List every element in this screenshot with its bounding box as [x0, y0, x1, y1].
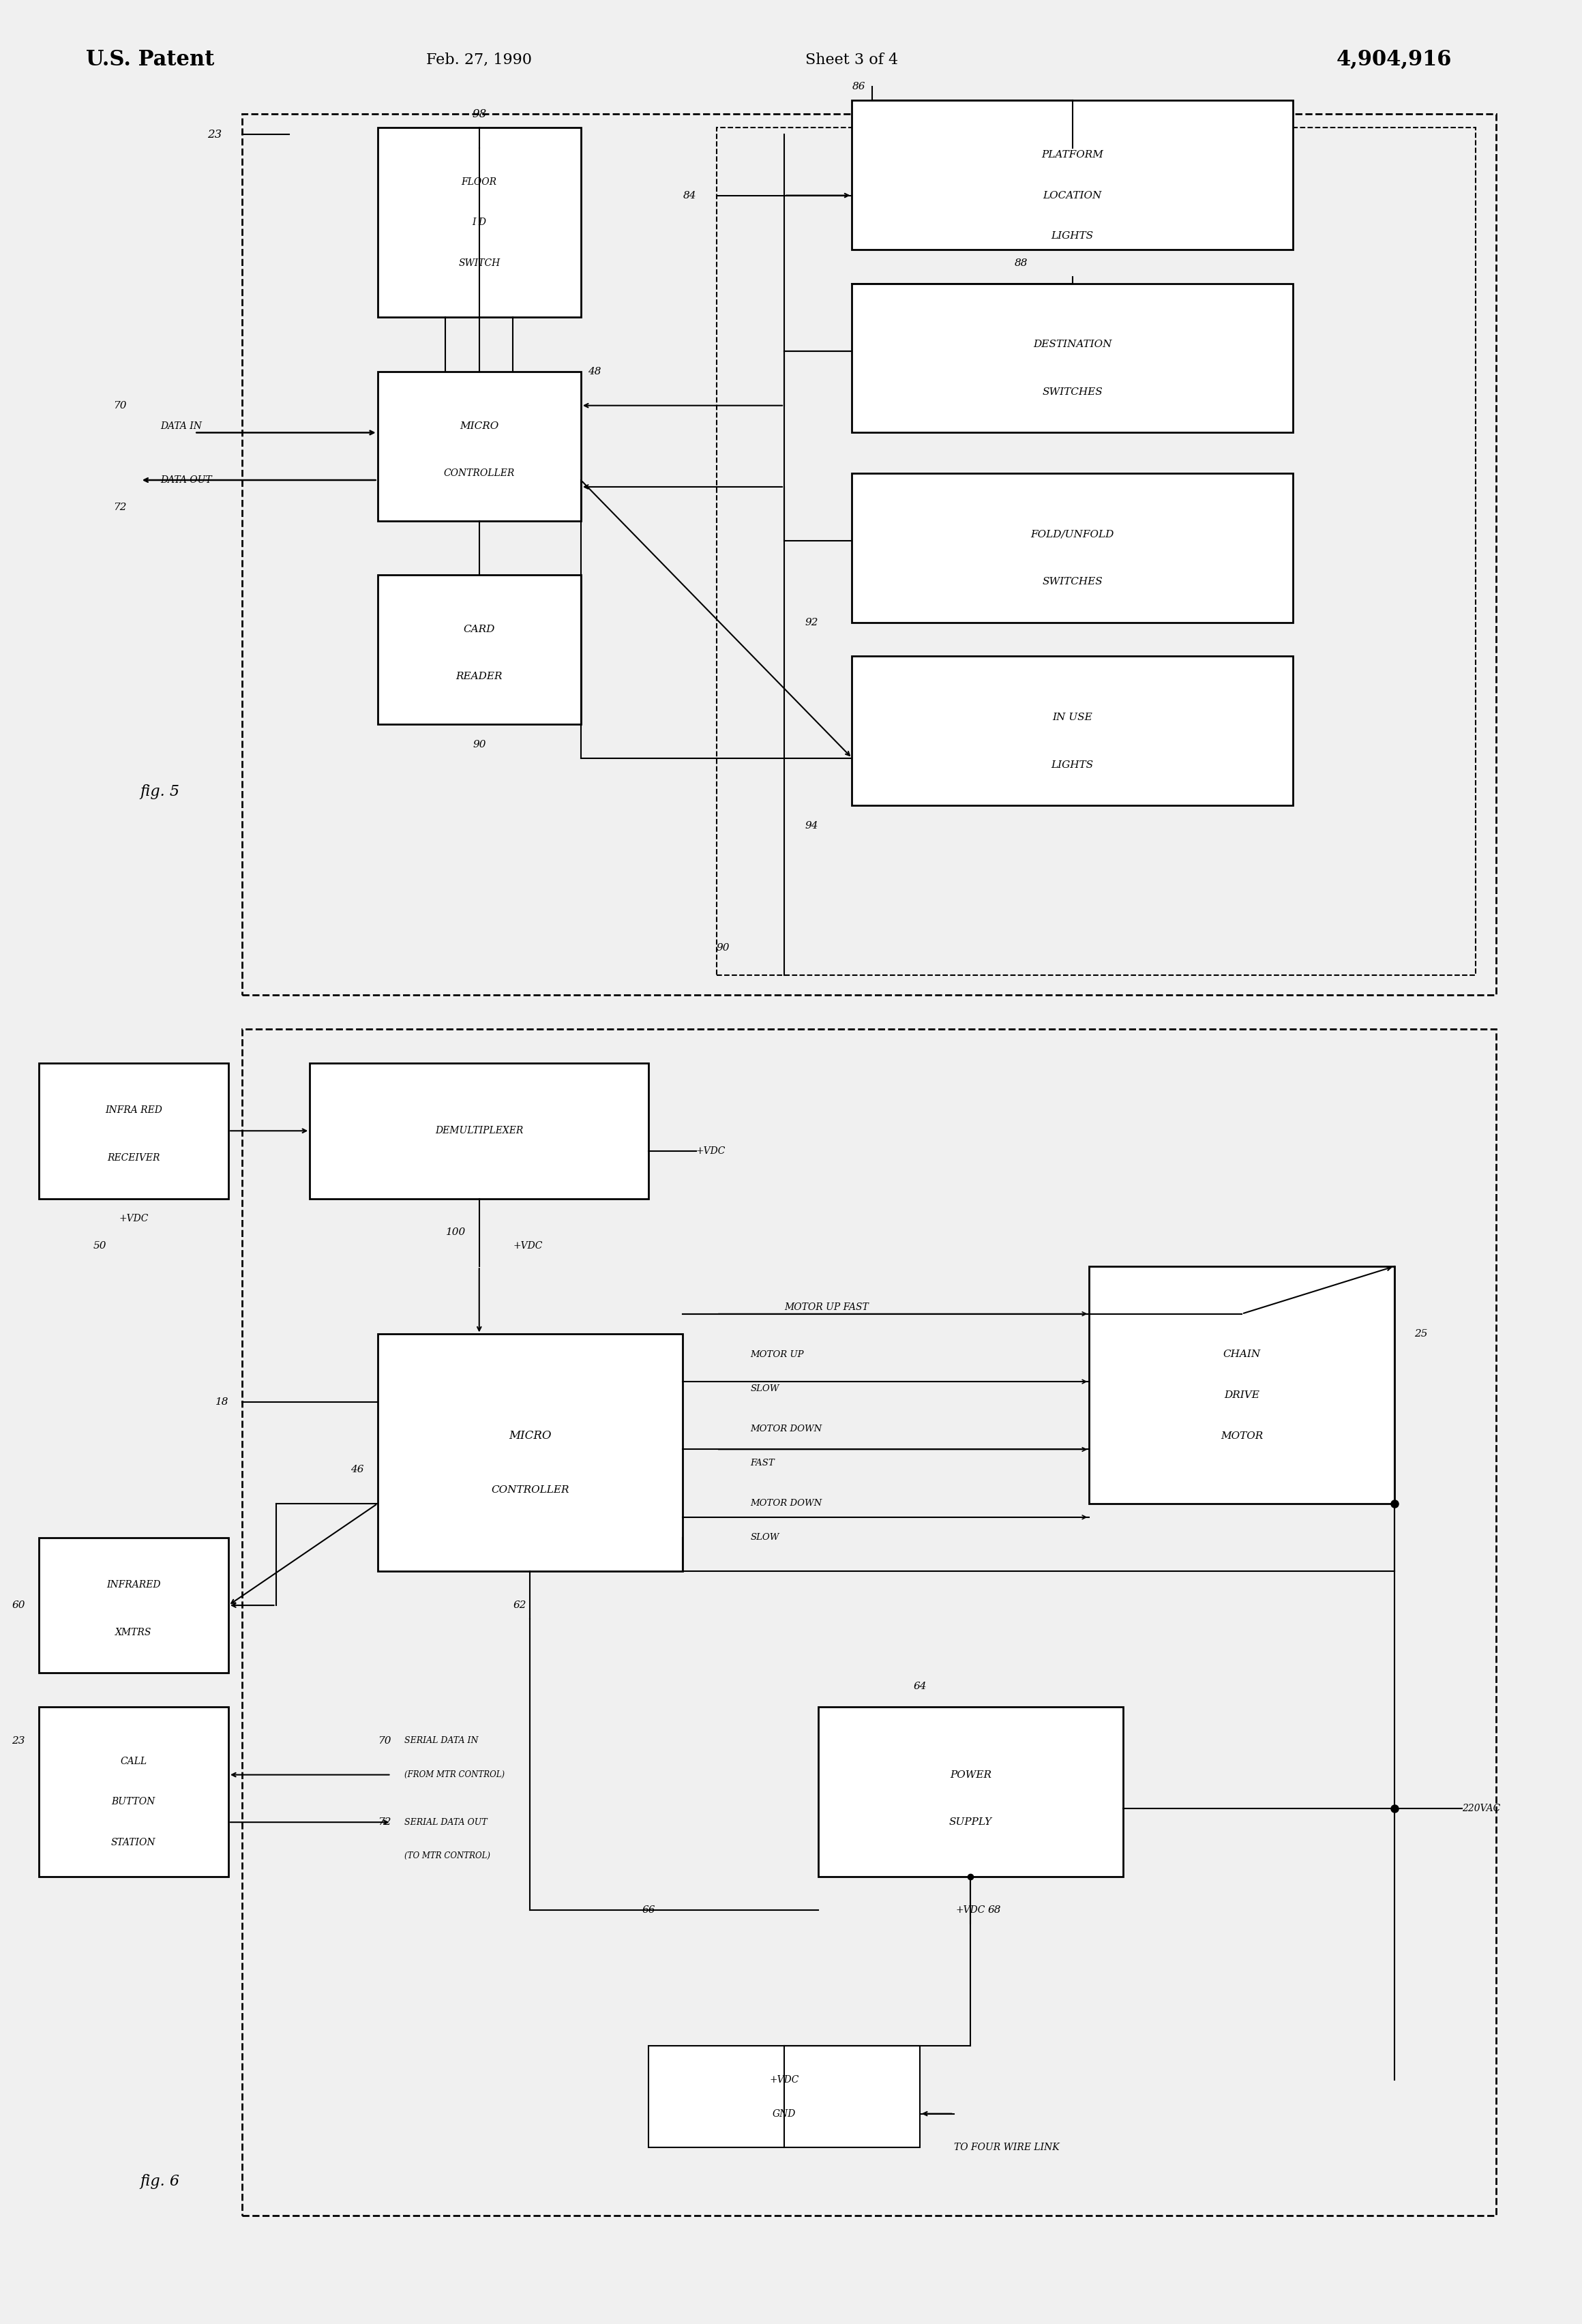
Text: 60: 60	[11, 1601, 25, 1611]
Text: 23: 23	[11, 1736, 25, 1745]
Text: (TO MTR CONTROL): (TO MTR CONTROL)	[405, 1852, 490, 1862]
Text: 90: 90	[473, 739, 486, 748]
Text: +VDC: +VDC	[769, 2075, 799, 2085]
Text: STATION: STATION	[111, 1838, 157, 1848]
Text: LIGHTS: LIGHTS	[1050, 232, 1093, 242]
Text: DESTINATION: DESTINATION	[1033, 339, 1112, 349]
Text: TO FOUR WIRE LINK: TO FOUR WIRE LINK	[954, 2143, 1058, 2152]
Text: MOTOR UP: MOTOR UP	[750, 1350, 804, 1360]
Text: fig. 5: fig. 5	[141, 786, 180, 799]
Text: POWER: POWER	[949, 1771, 992, 1780]
Text: LIGHTS: LIGHTS	[1050, 760, 1093, 769]
FancyBboxPatch shape	[378, 128, 581, 318]
FancyBboxPatch shape	[38, 1538, 228, 1673]
Text: 70: 70	[114, 400, 127, 411]
Text: 90: 90	[717, 944, 729, 953]
Text: 92: 92	[805, 618, 818, 627]
FancyBboxPatch shape	[853, 284, 1292, 432]
Text: SERIAL DATA IN: SERIAL DATA IN	[405, 1736, 479, 1745]
FancyBboxPatch shape	[649, 2045, 919, 2147]
Text: +VDC: +VDC	[119, 1213, 149, 1225]
Text: 84: 84	[683, 191, 696, 200]
FancyBboxPatch shape	[853, 655, 1292, 806]
Text: MOTOR DOWN: MOTOR DOWN	[750, 1499, 823, 1508]
Text: SLOW: SLOW	[750, 1534, 780, 1541]
Text: 86: 86	[853, 81, 865, 91]
FancyBboxPatch shape	[38, 1062, 228, 1199]
Text: FOLD/UNFOLD: FOLD/UNFOLD	[1030, 530, 1114, 539]
Text: LOCATION: LOCATION	[1043, 191, 1101, 200]
Text: 68: 68	[987, 1906, 1001, 1915]
Text: 72: 72	[378, 1817, 391, 1827]
Text: +VDC: +VDC	[513, 1241, 543, 1250]
Text: CHAIN: CHAIN	[1223, 1350, 1261, 1360]
Text: 100: 100	[446, 1227, 465, 1236]
Text: 72: 72	[114, 502, 127, 511]
Text: 25: 25	[1414, 1329, 1429, 1339]
Text: U.S. Patent: U.S. Patent	[85, 49, 215, 70]
Text: fig. 6: fig. 6	[141, 2173, 180, 2189]
FancyBboxPatch shape	[853, 100, 1292, 249]
FancyBboxPatch shape	[818, 1708, 1123, 1875]
Text: 4,904,916: 4,904,916	[1337, 49, 1452, 70]
Text: I D: I D	[471, 218, 486, 228]
Text: 66: 66	[642, 1906, 655, 1915]
Text: 48: 48	[589, 367, 601, 376]
Text: 64: 64	[913, 1683, 927, 1692]
Text: 62: 62	[513, 1601, 527, 1611]
Text: 220VAC: 220VAC	[1462, 1803, 1500, 1813]
Text: RECEIVER: RECEIVER	[108, 1153, 160, 1162]
Text: 88: 88	[1014, 258, 1028, 267]
FancyBboxPatch shape	[378, 1334, 682, 1571]
Text: DEMULTIPLEXER: DEMULTIPLEXER	[435, 1127, 524, 1136]
Text: Feb. 27, 1990: Feb. 27, 1990	[427, 53, 532, 67]
Text: BUTTON: BUTTON	[112, 1796, 155, 1806]
Text: 50: 50	[93, 1241, 106, 1250]
Text: 46: 46	[351, 1464, 364, 1473]
Text: PLATFORM: PLATFORM	[1041, 151, 1103, 160]
FancyBboxPatch shape	[853, 474, 1292, 623]
Text: READER: READER	[456, 672, 503, 681]
Text: CARD: CARD	[464, 625, 495, 634]
Text: Sheet 3 of 4: Sheet 3 of 4	[805, 53, 899, 67]
Text: IN USE: IN USE	[1052, 713, 1092, 723]
Text: CALL: CALL	[120, 1757, 147, 1766]
Text: DRIVE: DRIVE	[1224, 1390, 1259, 1399]
Text: SWITCHES: SWITCHES	[1043, 388, 1103, 397]
Text: 94: 94	[805, 820, 818, 830]
Text: CONTROLLER: CONTROLLER	[443, 469, 514, 479]
Text: SWITCH: SWITCH	[459, 258, 500, 267]
Text: MOTOR UP FAST: MOTOR UP FAST	[785, 1301, 869, 1311]
Text: 23: 23	[207, 128, 221, 139]
Text: FAST: FAST	[750, 1459, 775, 1466]
Text: (FROM MTR CONTROL): (FROM MTR CONTROL)	[405, 1771, 505, 1780]
Text: SUPPLY: SUPPLY	[949, 1817, 992, 1827]
Text: DATA OUT: DATA OUT	[161, 476, 212, 486]
Text: INFRA RED: INFRA RED	[104, 1106, 161, 1116]
FancyBboxPatch shape	[1090, 1267, 1394, 1504]
Text: MOTOR DOWN: MOTOR DOWN	[750, 1425, 823, 1434]
FancyBboxPatch shape	[378, 372, 581, 521]
FancyBboxPatch shape	[378, 574, 581, 725]
Text: MICRO: MICRO	[509, 1429, 552, 1441]
Text: MICRO: MICRO	[460, 421, 498, 430]
Text: SLOW: SLOW	[750, 1385, 780, 1392]
Text: MOTOR: MOTOR	[1221, 1432, 1262, 1441]
Text: 70: 70	[378, 1736, 391, 1745]
Text: +VDC: +VDC	[956, 1906, 986, 1915]
FancyBboxPatch shape	[310, 1062, 649, 1199]
Text: SERIAL DATA OUT: SERIAL DATA OUT	[405, 1817, 487, 1827]
Text: SWITCHES: SWITCHES	[1043, 576, 1103, 586]
Text: GND: GND	[772, 2108, 796, 2119]
Text: INFRARED: INFRARED	[106, 1580, 161, 1590]
Text: FLOOR: FLOOR	[462, 177, 497, 186]
Text: +VDC: +VDC	[696, 1146, 726, 1155]
Text: DATA IN: DATA IN	[161, 421, 202, 430]
Text: XMTRS: XMTRS	[115, 1627, 152, 1636]
FancyBboxPatch shape	[38, 1708, 228, 1875]
Text: 98: 98	[471, 109, 486, 121]
Text: CONTROLLER: CONTROLLER	[490, 1485, 570, 1494]
Text: 18: 18	[215, 1397, 228, 1406]
